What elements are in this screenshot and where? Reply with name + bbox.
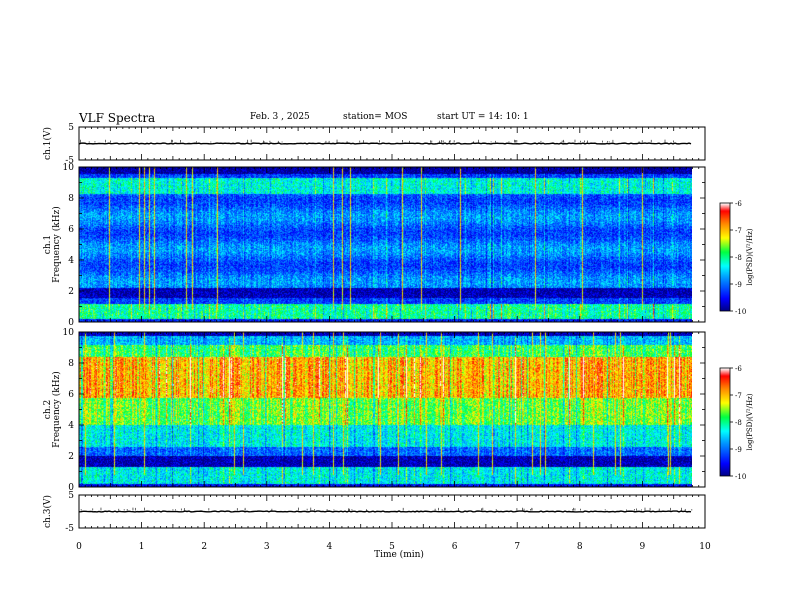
y-axis-label: ch.1(V): [42, 127, 53, 160]
colorbar-1: [720, 368, 730, 476]
y-tick-label: 8: [68, 359, 74, 369]
colorbar-tick-label: -7: [735, 227, 742, 235]
y-tick-label: 4: [68, 421, 74, 431]
station-label: station= MOS: [343, 112, 408, 122]
y-tick-label: 2: [68, 287, 74, 297]
ch1-spectrogram-image: [79, 167, 692, 322]
x-tick-label: 3: [264, 542, 270, 552]
colorbar-tick-label: -9: [735, 446, 742, 454]
y-axis-label: ch.3(V): [42, 495, 53, 528]
y-tick-label: -5: [65, 524, 74, 534]
x-tick-label: 7: [514, 542, 520, 552]
y-tick-label: -5: [65, 156, 74, 166]
x-tick-label: 9: [640, 542, 646, 552]
ch3-waveform-trace: [78, 510, 692, 513]
colorbar-0: [720, 203, 730, 311]
y-tick-label: 0: [68, 318, 74, 328]
y-axis-label-channel: ch.2: [43, 400, 53, 419]
y-axis-label: Frequency (kHz): [51, 206, 62, 283]
colorbar-label: log(PSD)(V²/Hz): [746, 228, 754, 285]
y-tick-label: 4: [68, 256, 74, 266]
x-tick-label: 8: [577, 542, 583, 552]
y-tick-label: 6: [68, 390, 74, 400]
y-tick-label: 10: [63, 163, 75, 173]
x-tick-label: 10: [699, 542, 711, 552]
date-label: Feb. 3 , 2025: [250, 112, 310, 122]
colorbar-tick-label: -10: [735, 308, 746, 316]
y-tick-label: 6: [68, 225, 74, 235]
y-tick-label: 8: [68, 194, 74, 204]
y-axis-label: Frequency (kHz): [51, 371, 62, 448]
x-tick-label: 1: [139, 542, 145, 552]
colorbar-tick-label: -6: [735, 365, 742, 373]
chart-title: VLF Spectra: [79, 111, 156, 125]
start-ut-label: start UT = 14: 10: 1: [437, 112, 529, 122]
colorbar-tick-label: -9: [735, 281, 742, 289]
y-axis-label-channel: ch.1: [43, 235, 53, 254]
x-axis-label: Time (min): [374, 549, 424, 560]
colorbar-tick-label: -8: [735, 419, 742, 427]
x-tick-label: 5: [389, 542, 395, 552]
colorbar-tick-label: -8: [735, 254, 742, 262]
ch2-spectrogram-image: [79, 332, 692, 487]
x-tick-label: 2: [201, 542, 207, 552]
y-tick-label: 10: [63, 328, 75, 338]
colorbar-label: log(PSD)(V²/Hz): [746, 393, 754, 450]
y-tick-label: 2: [68, 452, 74, 462]
y-tick-label: 5: [68, 123, 74, 133]
colorbar-tick-label: -10: [735, 473, 746, 481]
y-tick-label: 0: [68, 483, 74, 493]
x-tick-label: 6: [452, 542, 458, 552]
colorbar-tick-label: -7: [735, 392, 742, 400]
x-tick-label: 4: [327, 542, 333, 552]
x-tick-label: 0: [76, 542, 82, 552]
ch1-waveform-trace: [78, 142, 692, 145]
y-tick-label: 5: [68, 491, 74, 501]
colorbar-tick-label: -6: [735, 200, 742, 208]
